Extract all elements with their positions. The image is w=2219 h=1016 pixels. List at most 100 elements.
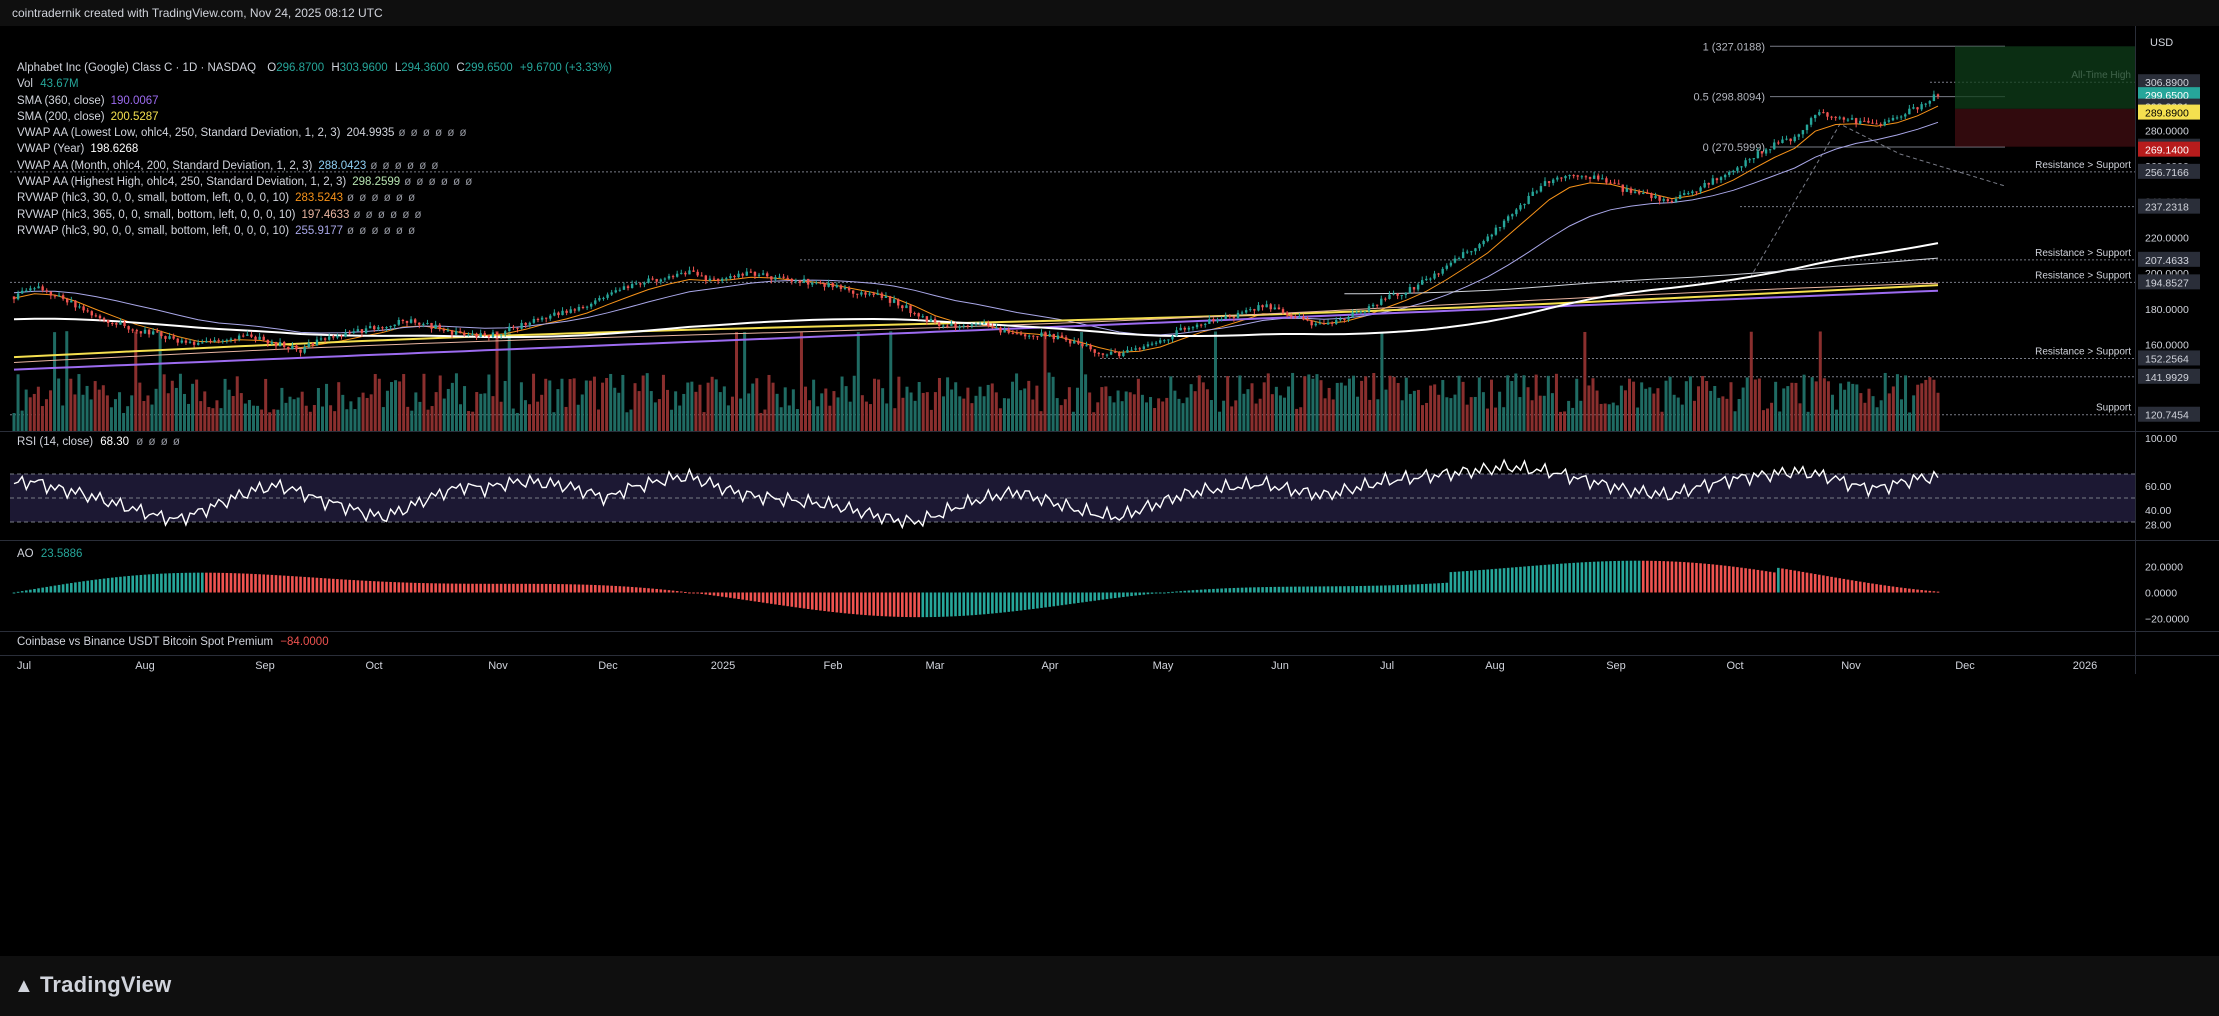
volume-bar [182,393,186,431]
ao-bar [1858,581,1862,593]
ao-bar [393,582,397,593]
ao-bar [688,592,691,594]
price-tag [2138,104,2200,120]
ao-bar [41,587,44,593]
price-tick: 220.0000 [2145,232,2189,244]
position-zones[interactable] [1955,46,2135,147]
candle-body [467,334,470,336]
rsi-tick: 100.00 [2145,433,2177,445]
ao-bar [164,573,167,593]
ao-bar [1592,561,1596,593]
volume-bar [767,374,771,431]
volume-bar [264,378,268,431]
ao-bar [630,586,634,593]
price-axis[interactable]: USD306.8900299.6500293.2231289.8900280.0… [2138,37,2200,626]
volume-bar [1810,377,1814,431]
ao-bar [1781,568,1784,593]
candle-body [1908,108,1911,115]
ao-bar [1412,584,1416,593]
ao-bar [905,592,908,618]
candle-body [1343,318,1346,320]
candle-body [1732,170,1735,173]
chart-canvas[interactable]: All-Time HighResistance > SupportResista… [0,26,2219,956]
ao-bar [98,579,102,593]
volume-bar [674,391,678,431]
loss-zone[interactable] [1955,108,2135,147]
candle-body [1748,159,1751,161]
candle-body [1400,295,1403,297]
volume-bar [268,412,272,431]
indicator-dots: ø ø ø ø ø ø [404,176,474,189]
ao-bar [53,585,57,593]
indicator-label: SMA (360, close) [17,94,105,107]
candle-body [1306,319,1309,321]
ao-bar [1298,586,1301,593]
volume-bar [402,374,406,431]
candle-body [1498,227,1502,229]
ao-bar [1416,584,1420,593]
volume-bar [1782,388,1786,431]
fib-trend-line[interactable] [1749,123,2006,279]
indicator-value: 283.5243 [295,192,344,205]
ao-legend: AO 23.5886 [17,548,82,560]
volume-bar [1899,399,1903,431]
candle-body [1502,220,1506,228]
candle-body [1433,273,1436,279]
candle-body [831,283,834,288]
ao-bar [622,586,626,593]
candle-body [1723,174,1727,178]
volume-bar [325,383,329,431]
ao-bar [778,592,781,606]
candle-body [1302,316,1305,320]
fib-retracement[interactable]: 1 (327.0188)0.5 (298.8094)0 (270.5999) [1693,41,2006,279]
candle-body [1805,124,1809,131]
main-legend: Alphabet Inc (Google) Class C · 1D · NAS… [17,60,612,237]
candle-body [102,318,106,320]
time-tick: Feb [824,660,843,672]
volume-bar [1859,393,1863,431]
price-tick: 269.1400 [2145,145,2189,157]
ao-bar [1441,582,1444,593]
ao-pane[interactable] [12,560,1940,618]
candle-body [393,324,396,327]
candle-body [1764,149,1768,154]
chart-area[interactable]: All-Time HighResistance > SupportResista… [0,26,2219,956]
volume-bar [109,407,113,431]
volume-bar [215,400,219,431]
volume-bar [1623,390,1627,431]
fib-label: 0.5 (298.8094) [1693,92,1765,104]
volume-bar [1274,386,1278,431]
ao-bar [24,590,28,593]
ao-bar [1101,592,1105,600]
candle-body [1932,94,1936,102]
ao-bar [1138,592,1142,596]
ao-bar [1686,562,1690,593]
ao-bar [16,591,20,593]
volume-bar [1887,393,1891,431]
tradingview-logo[interactable]: ▲ TradingView [14,972,171,998]
candle-body [1441,268,1444,274]
volume-bar [199,401,203,431]
ao-bar [1343,586,1346,593]
level-label: Support [2096,403,2131,414]
volume-bar [994,392,998,431]
candle-body [172,336,175,339]
candle-body [270,341,274,344]
time-axis[interactable]: Jul Aug Sep Oct Nov Dec 2025 Feb Mar Apr May Jun Jul… [17,660,2097,672]
volume-bar [292,399,296,431]
volume-bar [637,391,641,431]
candle-body [192,341,196,345]
currency-label[interactable]: USD [2150,37,2173,49]
ao-bar [749,592,753,601]
candle-body [663,278,667,280]
price-tick: 152.2564 [2145,353,2189,365]
ao-bar [491,583,495,593]
ao-bar [655,588,658,593]
candle-body [540,317,544,320]
ao-bar [364,580,368,593]
volume-bar [592,376,596,431]
rsi-pane[interactable] [10,458,2135,530]
volume-bar [53,332,57,431]
volume-bar [1388,375,1392,431]
profit-zone[interactable] [1955,46,2135,109]
